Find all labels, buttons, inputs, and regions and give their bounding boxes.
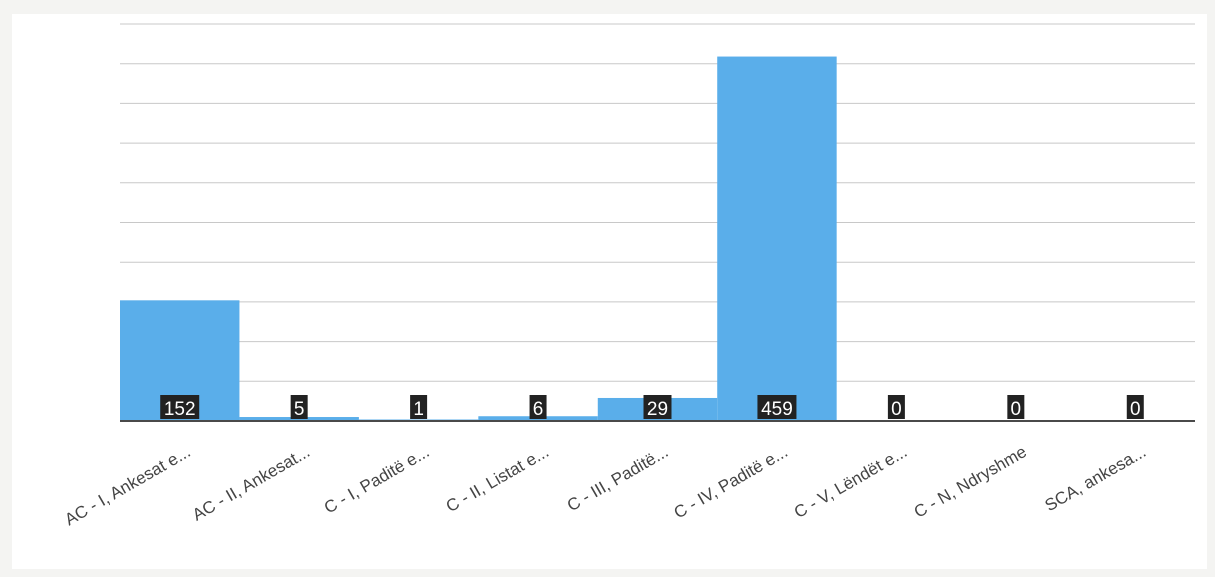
x-tick-label: C - II, Listat e...	[443, 442, 552, 516]
data-label: 0	[1126, 395, 1144, 420]
data-label-background	[757, 395, 797, 419]
data-label-text: 0	[1130, 399, 1141, 420]
data-label-text: 459	[761, 399, 793, 420]
bars	[120, 56, 837, 421]
gridlines	[120, 23, 1195, 382]
chart-area: 152 5 1 6 29 459 0 0 0 AC - I, Ankesat e... AC - …	[12, 14, 1207, 569]
data-label-text: 1	[413, 399, 424, 420]
data-label: 6	[529, 395, 547, 420]
bar[interactable]	[239, 417, 359, 421]
data-label-background	[529, 395, 547, 419]
data-label: 0	[1007, 395, 1025, 420]
data-labels: 152 5 1 6 29 459 0 0 0	[160, 395, 1144, 420]
data-label-text: 29	[647, 399, 668, 420]
data-label-text: 6	[533, 399, 544, 420]
data-label-background	[160, 395, 200, 419]
x-tick-label: C - IV, Paditë e...	[671, 442, 791, 522]
x-tick-labels: AC - I, Ankesat e...AC - II, Ankesat... C…	[61, 442, 1149, 529]
bar[interactable]	[717, 56, 837, 421]
x-tick-label: AC - I, Ankesat e...	[61, 442, 193, 529]
data-label-background	[887, 395, 905, 419]
data-label-background	[643, 395, 672, 419]
data-label: 29	[643, 395, 672, 420]
x-tick-label: C - V, Lëndët e...	[791, 442, 910, 522]
x-tick-label: C - III, Paditë...	[564, 442, 672, 515]
x-tick-label: SCA, ankesa...	[1042, 442, 1150, 515]
x-tick-label: AC - II, Ankesat...	[189, 442, 313, 525]
data-label-background	[1007, 395, 1025, 419]
data-label-text: 5	[294, 399, 305, 420]
bar-chart: 152 5 1 6 29 459 0 0 0 AC - I, Ankesat e...AC - …	[61, 23, 1195, 529]
data-label: 1	[410, 395, 428, 420]
data-label: 152	[160, 395, 200, 420]
data-label-background	[1126, 395, 1144, 419]
data-label: 5	[290, 395, 308, 420]
data-label: 459	[757, 395, 797, 420]
data-label-background	[290, 395, 308, 419]
data-label: 0	[887, 395, 905, 420]
x-tick-label: C - N, Ndryshme	[911, 442, 1030, 522]
data-label-background	[410, 395, 428, 419]
data-label-text: 0	[1011, 399, 1022, 420]
x-tick-label: C - I, Paditë e...	[321, 442, 433, 518]
data-label-text: 152	[164, 399, 196, 420]
data-label-text: 0	[891, 399, 902, 420]
